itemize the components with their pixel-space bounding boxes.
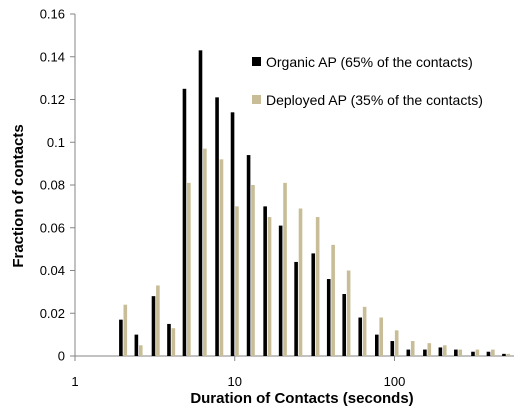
bar-organic — [182, 88, 187, 356]
bar-organic — [263, 206, 267, 356]
y-tick-label: 0.16 — [40, 7, 65, 22]
y-tick-label: 0 — [58, 349, 65, 364]
bar-organic — [502, 353, 506, 356]
x-axis-title: Duration of Contacts (seconds) — [190, 390, 413, 407]
bars-group — [119, 50, 511, 357]
y-tick-label: 0.1 — [47, 135, 65, 150]
y-tick-label: 0.02 — [40, 306, 65, 321]
bar-organic — [167, 323, 171, 356]
y-tick-label: 0.08 — [40, 178, 65, 193]
legend-label-organic: Organic AP (65% of the contacts) — [266, 54, 473, 70]
bar-deployed — [235, 206, 239, 356]
bar-deployed — [298, 208, 303, 356]
bar-deployed — [410, 341, 415, 356]
bar-organic — [438, 347, 443, 356]
bar-deployed — [475, 349, 480, 356]
bar-deployed — [138, 345, 143, 356]
bar-deployed — [171, 328, 176, 356]
bar-organic — [326, 279, 331, 356]
y-tick-label: 0.12 — [40, 92, 65, 107]
legend-label-deployed: Deployed AP (35% of the contacts) — [266, 92, 483, 108]
bar-organic — [358, 317, 363, 356]
legend: Organic AP (65% of the contacts) Deploye… — [252, 54, 483, 108]
bar-organic — [342, 294, 346, 356]
bar-organic — [230, 112, 235, 356]
y-tick-label: 0.06 — [40, 220, 65, 235]
bar-deployed — [123, 304, 128, 356]
x-axis: 1 10 100 — [71, 356, 405, 389]
bar-deployed — [491, 349, 495, 356]
bar-deployed — [394, 330, 399, 356]
x-tick-label: 1 — [71, 374, 78, 389]
bar-organic — [390, 341, 395, 356]
bar-organic — [471, 351, 475, 356]
bar-deployed — [442, 345, 447, 356]
bar-organic — [215, 97, 219, 357]
bar-deployed — [458, 349, 463, 356]
y-tick-label: 0.14 — [40, 49, 65, 64]
bar-organic — [311, 253, 316, 356]
bar-organic — [134, 334, 139, 357]
bar-organic — [294, 261, 298, 356]
bar-deployed — [315, 217, 320, 356]
bar-deployed — [219, 159, 224, 356]
y-tick-label: 0.04 — [40, 263, 65, 278]
bar-deployed — [506, 353, 511, 356]
y-axis: 0 0.02 0.04 0.06 0.08 0.1 0.12 0.14 0.16 — [40, 7, 75, 364]
bar-organic — [278, 225, 283, 356]
bar-deployed — [267, 217, 272, 356]
bar-organic — [119, 319, 123, 356]
y-axis-title: Fraction of contacts — [10, 124, 27, 267]
bar-organic — [486, 351, 491, 356]
bar-deployed — [427, 343, 432, 356]
legend-swatch-organic — [252, 57, 261, 66]
bar-deployed — [346, 270, 351, 356]
x-tick-label: 100 — [384, 374, 406, 389]
bar-organic — [151, 296, 156, 356]
legend-swatch-deployed — [252, 95, 261, 104]
bar-organic — [423, 349, 427, 356]
bar-deployed — [379, 317, 383, 356]
bar-deployed — [156, 285, 160, 356]
bar-organic — [454, 349, 458, 356]
bar-deployed — [187, 182, 191, 356]
bar-deployed — [331, 244, 335, 356]
bar-organic — [406, 349, 411, 356]
bar-organic — [198, 50, 203, 357]
bar-deployed — [362, 306, 367, 356]
bar-deployed — [283, 182, 287, 356]
bar-organic — [246, 155, 251, 356]
x-tick-label: 10 — [228, 374, 242, 389]
bar-organic — [375, 334, 379, 357]
bar-deployed — [203, 148, 207, 356]
bar-deployed — [251, 185, 255, 356]
